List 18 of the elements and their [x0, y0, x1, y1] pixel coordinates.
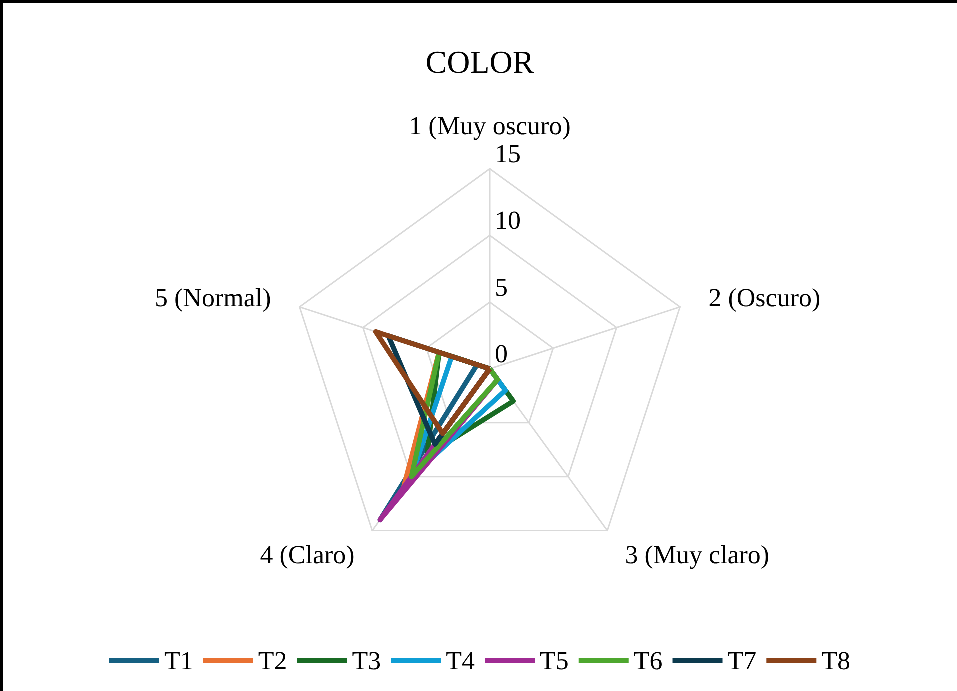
spoke-label: 5 (Normal): [155, 283, 272, 312]
y-tick-label: 5: [495, 272, 508, 302]
legend-label: T3: [352, 646, 382, 676]
legend-label: T4: [446, 646, 476, 676]
chart-title: COLOR: [426, 44, 535, 80]
y-tick-label: 10: [495, 206, 521, 236]
spoke-label: 2 (Oscuro): [708, 283, 821, 312]
spoke-label: 3 (Muy claro): [625, 540, 770, 570]
legend-label: T7: [728, 646, 757, 676]
y-tick-label: 15: [495, 140, 521, 168]
y-tick-label: 0: [495, 340, 508, 368]
legend-label: T6: [634, 646, 663, 676]
spoke-label: 4 (Claro): [260, 540, 355, 570]
legend-label: T8: [822, 646, 851, 676]
legend-label: T5: [540, 646, 569, 676]
legend-label: T1: [164, 646, 194, 676]
legend-label: T2: [258, 646, 288, 676]
spoke-label: 1 (Muy oscuro): [409, 112, 571, 140]
